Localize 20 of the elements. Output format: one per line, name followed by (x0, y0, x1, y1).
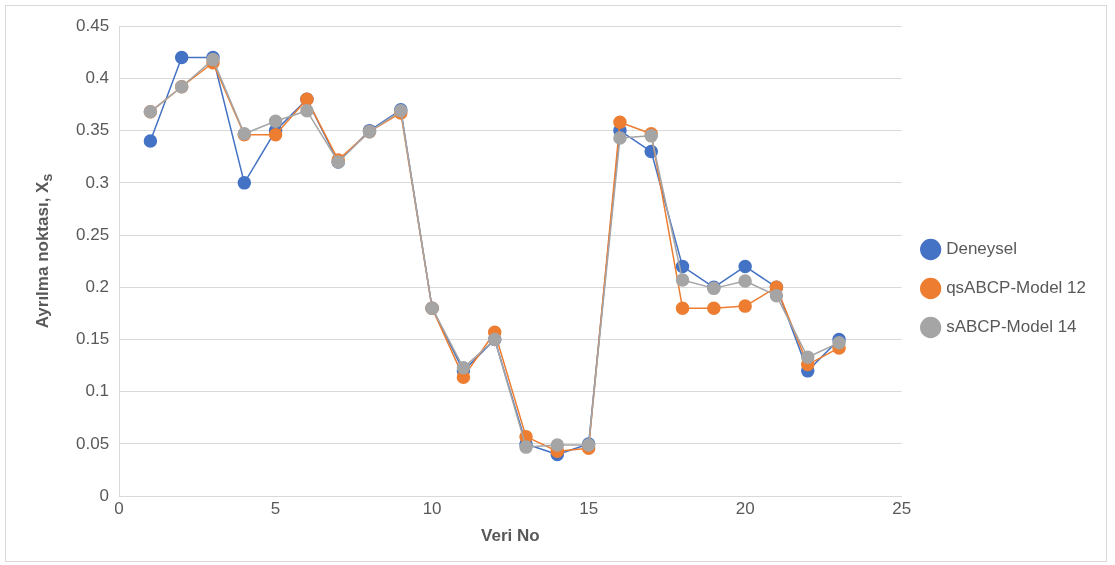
y-tick-label: 0 (99, 485, 110, 505)
x-tick-label: 0 (114, 499, 124, 519)
x-tick-label: 5 (270, 499, 281, 519)
y-tick-label: 0.3 (85, 172, 110, 192)
legend-label: sABCP-Model 14 (946, 317, 1077, 337)
x-tick-label: 15 (579, 499, 599, 519)
y-tick-label: 0.15 (75, 329, 110, 349)
y-tick-label: 0.2 (85, 277, 110, 296)
y-tick-label: 0.25 (75, 224, 110, 244)
y-tick-label: 0.4 (85, 68, 110, 88)
y-tick-label: 0.05 (75, 433, 110, 453)
y-tick-label: 0.45 (75, 15, 110, 35)
legend-label: Deneysel (946, 239, 1018, 259)
y-tick-label: 0.1 (85, 381, 110, 401)
x-tick-label: 20 (735, 499, 755, 519)
x-tick-label: 25 (892, 499, 912, 519)
x-tick-label: 10 (422, 499, 442, 519)
legend-label: qsABCP-Model 12 (946, 278, 1086, 298)
x-axis-title: Veri No (481, 526, 540, 546)
y-tick-label: 0.35 (75, 120, 110, 140)
